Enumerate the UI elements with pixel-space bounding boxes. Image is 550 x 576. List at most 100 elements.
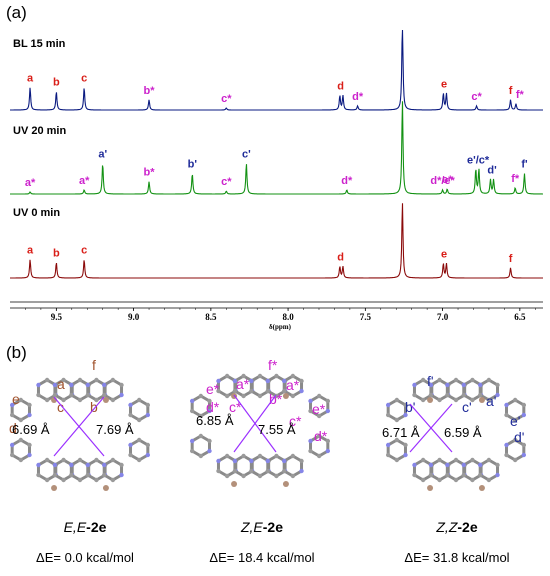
atom <box>61 457 66 463</box>
atom <box>207 448 212 454</box>
peak-label: a* <box>25 177 36 189</box>
distance-zz-1: 6.71 Å <box>382 425 420 440</box>
atom <box>403 402 408 408</box>
atom <box>470 397 475 403</box>
peak-label: d* <box>352 91 364 103</box>
atom <box>9 452 15 458</box>
atom <box>224 473 230 479</box>
panel-label-b: (b) <box>6 343 27 362</box>
atom <box>36 462 41 468</box>
ring <box>129 438 150 462</box>
atom <box>77 397 83 403</box>
x-tick-label: 8.5 <box>205 312 217 322</box>
peak-label: a <box>27 72 34 84</box>
ring <box>445 458 467 482</box>
atom <box>486 457 492 463</box>
atom <box>512 437 518 443</box>
atom <box>216 468 221 474</box>
molecule-ze-distances: 6.85 Å 7.55 Å <box>196 394 296 453</box>
atom <box>119 472 124 478</box>
atom <box>265 458 270 464</box>
ring <box>233 454 254 478</box>
distance-ze-1: 6.85 Å <box>196 413 234 428</box>
molecule-name-ze: Z,E-2e <box>240 519 283 535</box>
atom <box>437 377 442 383</box>
atom-label: e <box>12 391 20 407</box>
atom-label: c* <box>229 399 242 415</box>
atom <box>232 388 238 394</box>
ring <box>53 458 74 482</box>
atom <box>36 392 41 398</box>
ring <box>69 458 91 482</box>
atom <box>445 472 450 478</box>
atom <box>470 377 475 383</box>
atom-o <box>282 481 289 487</box>
atom <box>290 393 296 399</box>
atom <box>198 453 204 459</box>
atom <box>257 373 263 379</box>
atom-label: d' <box>514 429 524 445</box>
atom <box>119 392 124 398</box>
atom <box>18 417 24 423</box>
trace-0 <box>10 29 543 111</box>
atom <box>232 468 238 474</box>
energy-zz: ΔE= 31.8 kcal/mol <box>404 550 509 565</box>
atom <box>316 453 322 459</box>
atom <box>27 402 32 408</box>
atom <box>325 448 331 454</box>
atom <box>52 382 58 388</box>
ring <box>69 378 91 402</box>
atom <box>394 457 400 463</box>
atom <box>265 468 270 474</box>
atom <box>44 457 50 463</box>
atom <box>207 408 212 414</box>
atom <box>145 452 151 458</box>
ring <box>478 458 500 482</box>
ring <box>386 398 407 422</box>
atom <box>110 397 116 403</box>
atom <box>61 477 66 483</box>
atom-label: d* <box>206 399 220 415</box>
peak-label: d <box>337 252 344 264</box>
atom <box>44 377 50 383</box>
atom <box>299 388 304 394</box>
atom <box>198 413 204 419</box>
atom <box>478 462 483 468</box>
atom-label: d <box>9 420 17 436</box>
atom <box>232 458 238 464</box>
atom <box>403 452 408 458</box>
atom <box>453 397 459 403</box>
atom <box>216 458 221 464</box>
ring <box>462 458 483 482</box>
atom <box>470 457 475 463</box>
atom <box>257 393 263 399</box>
atom <box>257 453 263 459</box>
peak-label: b <box>53 77 60 89</box>
atom <box>478 472 483 478</box>
ring <box>10 438 31 462</box>
x-axis-title: δ(ppm) <box>269 323 292 331</box>
atom <box>102 392 107 398</box>
atom <box>504 452 509 458</box>
atom <box>189 448 195 454</box>
ring <box>445 378 467 402</box>
atom-label: f' <box>427 373 434 389</box>
atom <box>102 382 107 388</box>
atom <box>461 472 466 478</box>
atom <box>224 393 230 399</box>
atom <box>241 473 246 479</box>
peak-label: c* <box>221 93 232 105</box>
atom <box>145 412 151 418</box>
trace-title-bl15: BL 15 min <box>13 38 66 50</box>
atom-o <box>51 485 58 491</box>
peak-label: e* <box>442 174 453 186</box>
atom <box>241 393 246 399</box>
atom <box>504 402 509 408</box>
peak-label: c* <box>471 91 482 103</box>
atom <box>504 442 509 448</box>
peak-label: f <box>509 253 513 265</box>
atom <box>110 457 116 463</box>
ring <box>462 378 483 402</box>
atom <box>52 462 58 468</box>
